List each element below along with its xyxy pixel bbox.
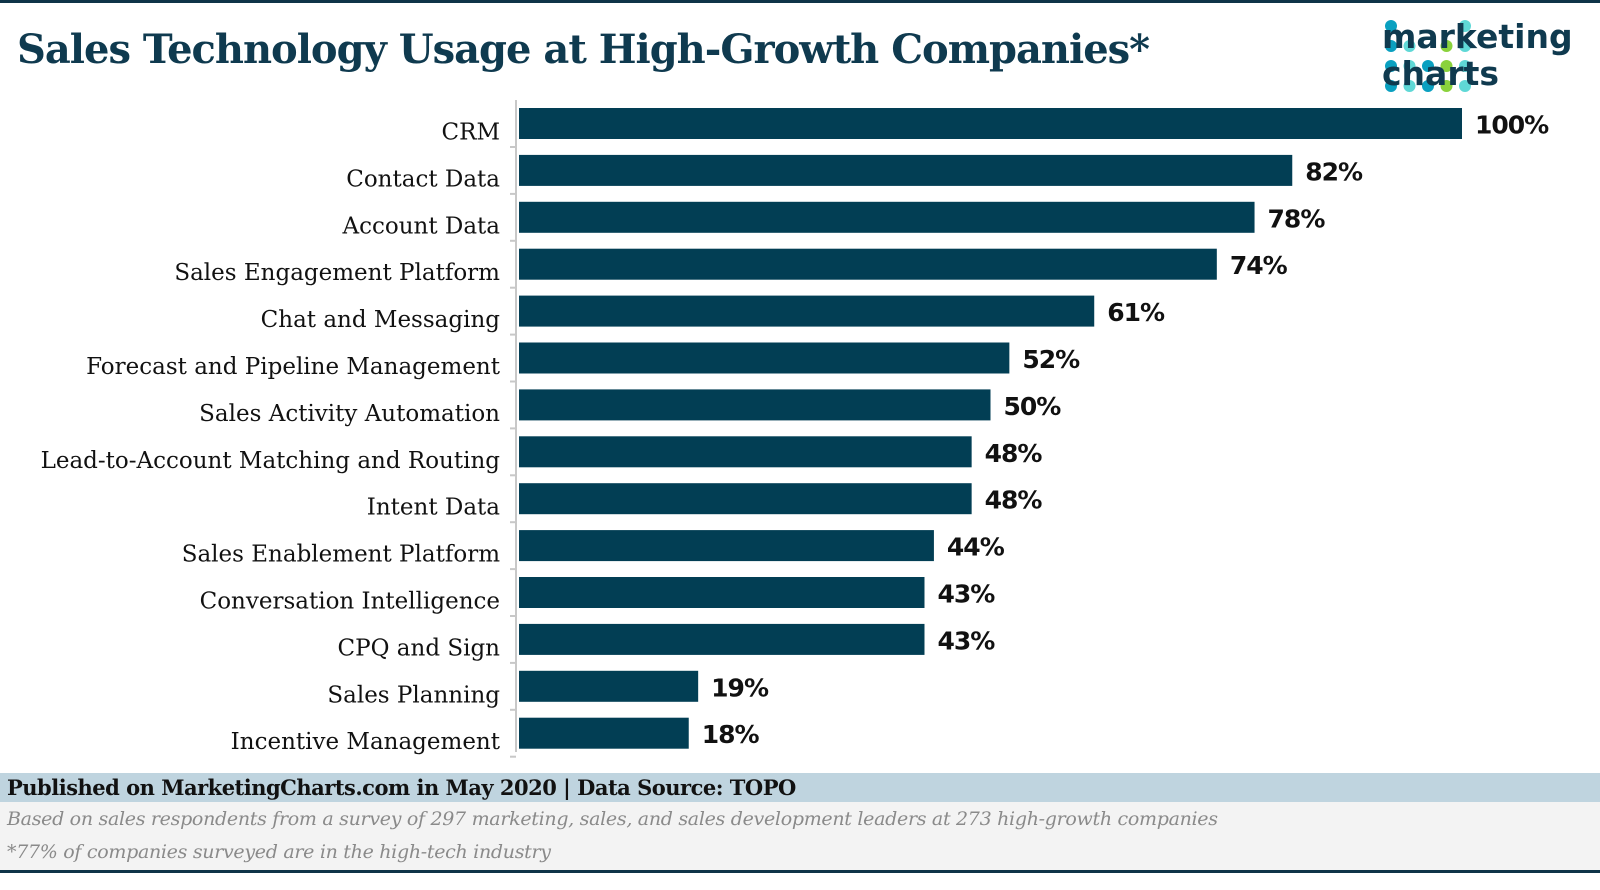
data-label: 78% bbox=[1268, 204, 1326, 233]
logo-dot bbox=[1422, 80, 1434, 92]
logo-dot bbox=[1385, 20, 1397, 32]
data-label: 48% bbox=[985, 486, 1043, 515]
bar bbox=[519, 295, 1095, 327]
bar bbox=[519, 436, 972, 468]
bar bbox=[519, 342, 1010, 374]
category-label: CRM bbox=[442, 120, 500, 146]
logo-dot bbox=[1440, 80, 1453, 92]
category-label: Account Data bbox=[341, 213, 500, 239]
data-label: 82% bbox=[1305, 157, 1363, 186]
data-label: 44% bbox=[947, 533, 1005, 562]
top-border bbox=[0, 0, 1600, 3]
logo-dot bbox=[1440, 40, 1453, 52]
bar bbox=[519, 108, 1462, 139]
marketingcharts-logo-dots-icon bbox=[1385, 20, 1471, 92]
category-label: Sales Activity Automation bbox=[199, 401, 500, 427]
category-label: Conversation Intelligence bbox=[200, 589, 500, 615]
chart-title: Sales Technology Usage at High-Growth Co… bbox=[17, 26, 1150, 73]
logo-dot bbox=[1403, 40, 1416, 52]
category-label: CPQ and Sign bbox=[338, 635, 501, 661]
category-label: Forecast and Pipeline Management bbox=[86, 354, 501, 380]
logo-dot bbox=[1385, 60, 1397, 72]
data-label: 48% bbox=[985, 439, 1043, 468]
logo-line-2: charts bbox=[1382, 54, 1500, 93]
bar bbox=[519, 670, 699, 702]
category-label: Incentive Management bbox=[231, 729, 501, 755]
logo-dot bbox=[1403, 60, 1416, 72]
bar bbox=[519, 389, 991, 421]
bottom-border bbox=[0, 870, 1600, 873]
data-label: 19% bbox=[711, 673, 769, 702]
bar bbox=[519, 154, 1293, 186]
data-label: 100% bbox=[1475, 111, 1549, 140]
logo-dot bbox=[1459, 80, 1471, 92]
bar bbox=[519, 530, 934, 562]
bar bbox=[519, 483, 972, 515]
category-label: Chat and Messaging bbox=[261, 307, 501, 333]
category-label: Lead-to-Account Matching and Routing bbox=[41, 448, 501, 474]
logo-dot bbox=[1459, 60, 1471, 72]
logo-dot bbox=[1403, 80, 1416, 92]
logo-dot bbox=[1459, 40, 1471, 52]
category-label: Sales Enablement Platform bbox=[182, 542, 500, 568]
logo-dot bbox=[1440, 60, 1453, 72]
logo-line-1: marketing bbox=[1382, 17, 1573, 56]
footer-notes bbox=[0, 802, 1600, 870]
bar bbox=[519, 717, 689, 749]
data-label: 18% bbox=[702, 720, 760, 749]
footer-band bbox=[0, 773, 1600, 802]
methodology-note: Based on sales respondents from a survey… bbox=[7, 808, 1218, 830]
category-label: Contact Data bbox=[346, 166, 500, 192]
category-label: Sales Planning bbox=[327, 682, 500, 708]
bar-chart: CRM 100% Contact Data 82% Account Data 78% Sal… bbox=[41, 100, 1550, 758]
footnote: *77% of companies surveyed are in the hi… bbox=[7, 841, 551, 863]
marketingcharts-logo: marketing charts bbox=[1382, 18, 1573, 92]
data-label: 52% bbox=[1022, 345, 1080, 374]
bar bbox=[519, 248, 1217, 280]
logo-dot bbox=[1459, 20, 1471, 32]
data-label: 61% bbox=[1107, 298, 1165, 327]
category-label: Sales Engagement Platform bbox=[174, 260, 500, 286]
category-label: Intent Data bbox=[367, 495, 501, 521]
data-label: 43% bbox=[937, 626, 995, 655]
logo-dot bbox=[1385, 40, 1397, 52]
logo-dot bbox=[1422, 60, 1434, 72]
bar bbox=[519, 577, 925, 608]
data-label: 43% bbox=[937, 580, 995, 609]
data-label: 74% bbox=[1230, 251, 1288, 280]
published-source: Published on MarketingCharts.com in May … bbox=[7, 775, 796, 800]
logo-dot bbox=[1385, 80, 1397, 92]
bar bbox=[519, 623, 925, 655]
bar bbox=[519, 201, 1255, 233]
data-label: 50% bbox=[1004, 392, 1062, 421]
